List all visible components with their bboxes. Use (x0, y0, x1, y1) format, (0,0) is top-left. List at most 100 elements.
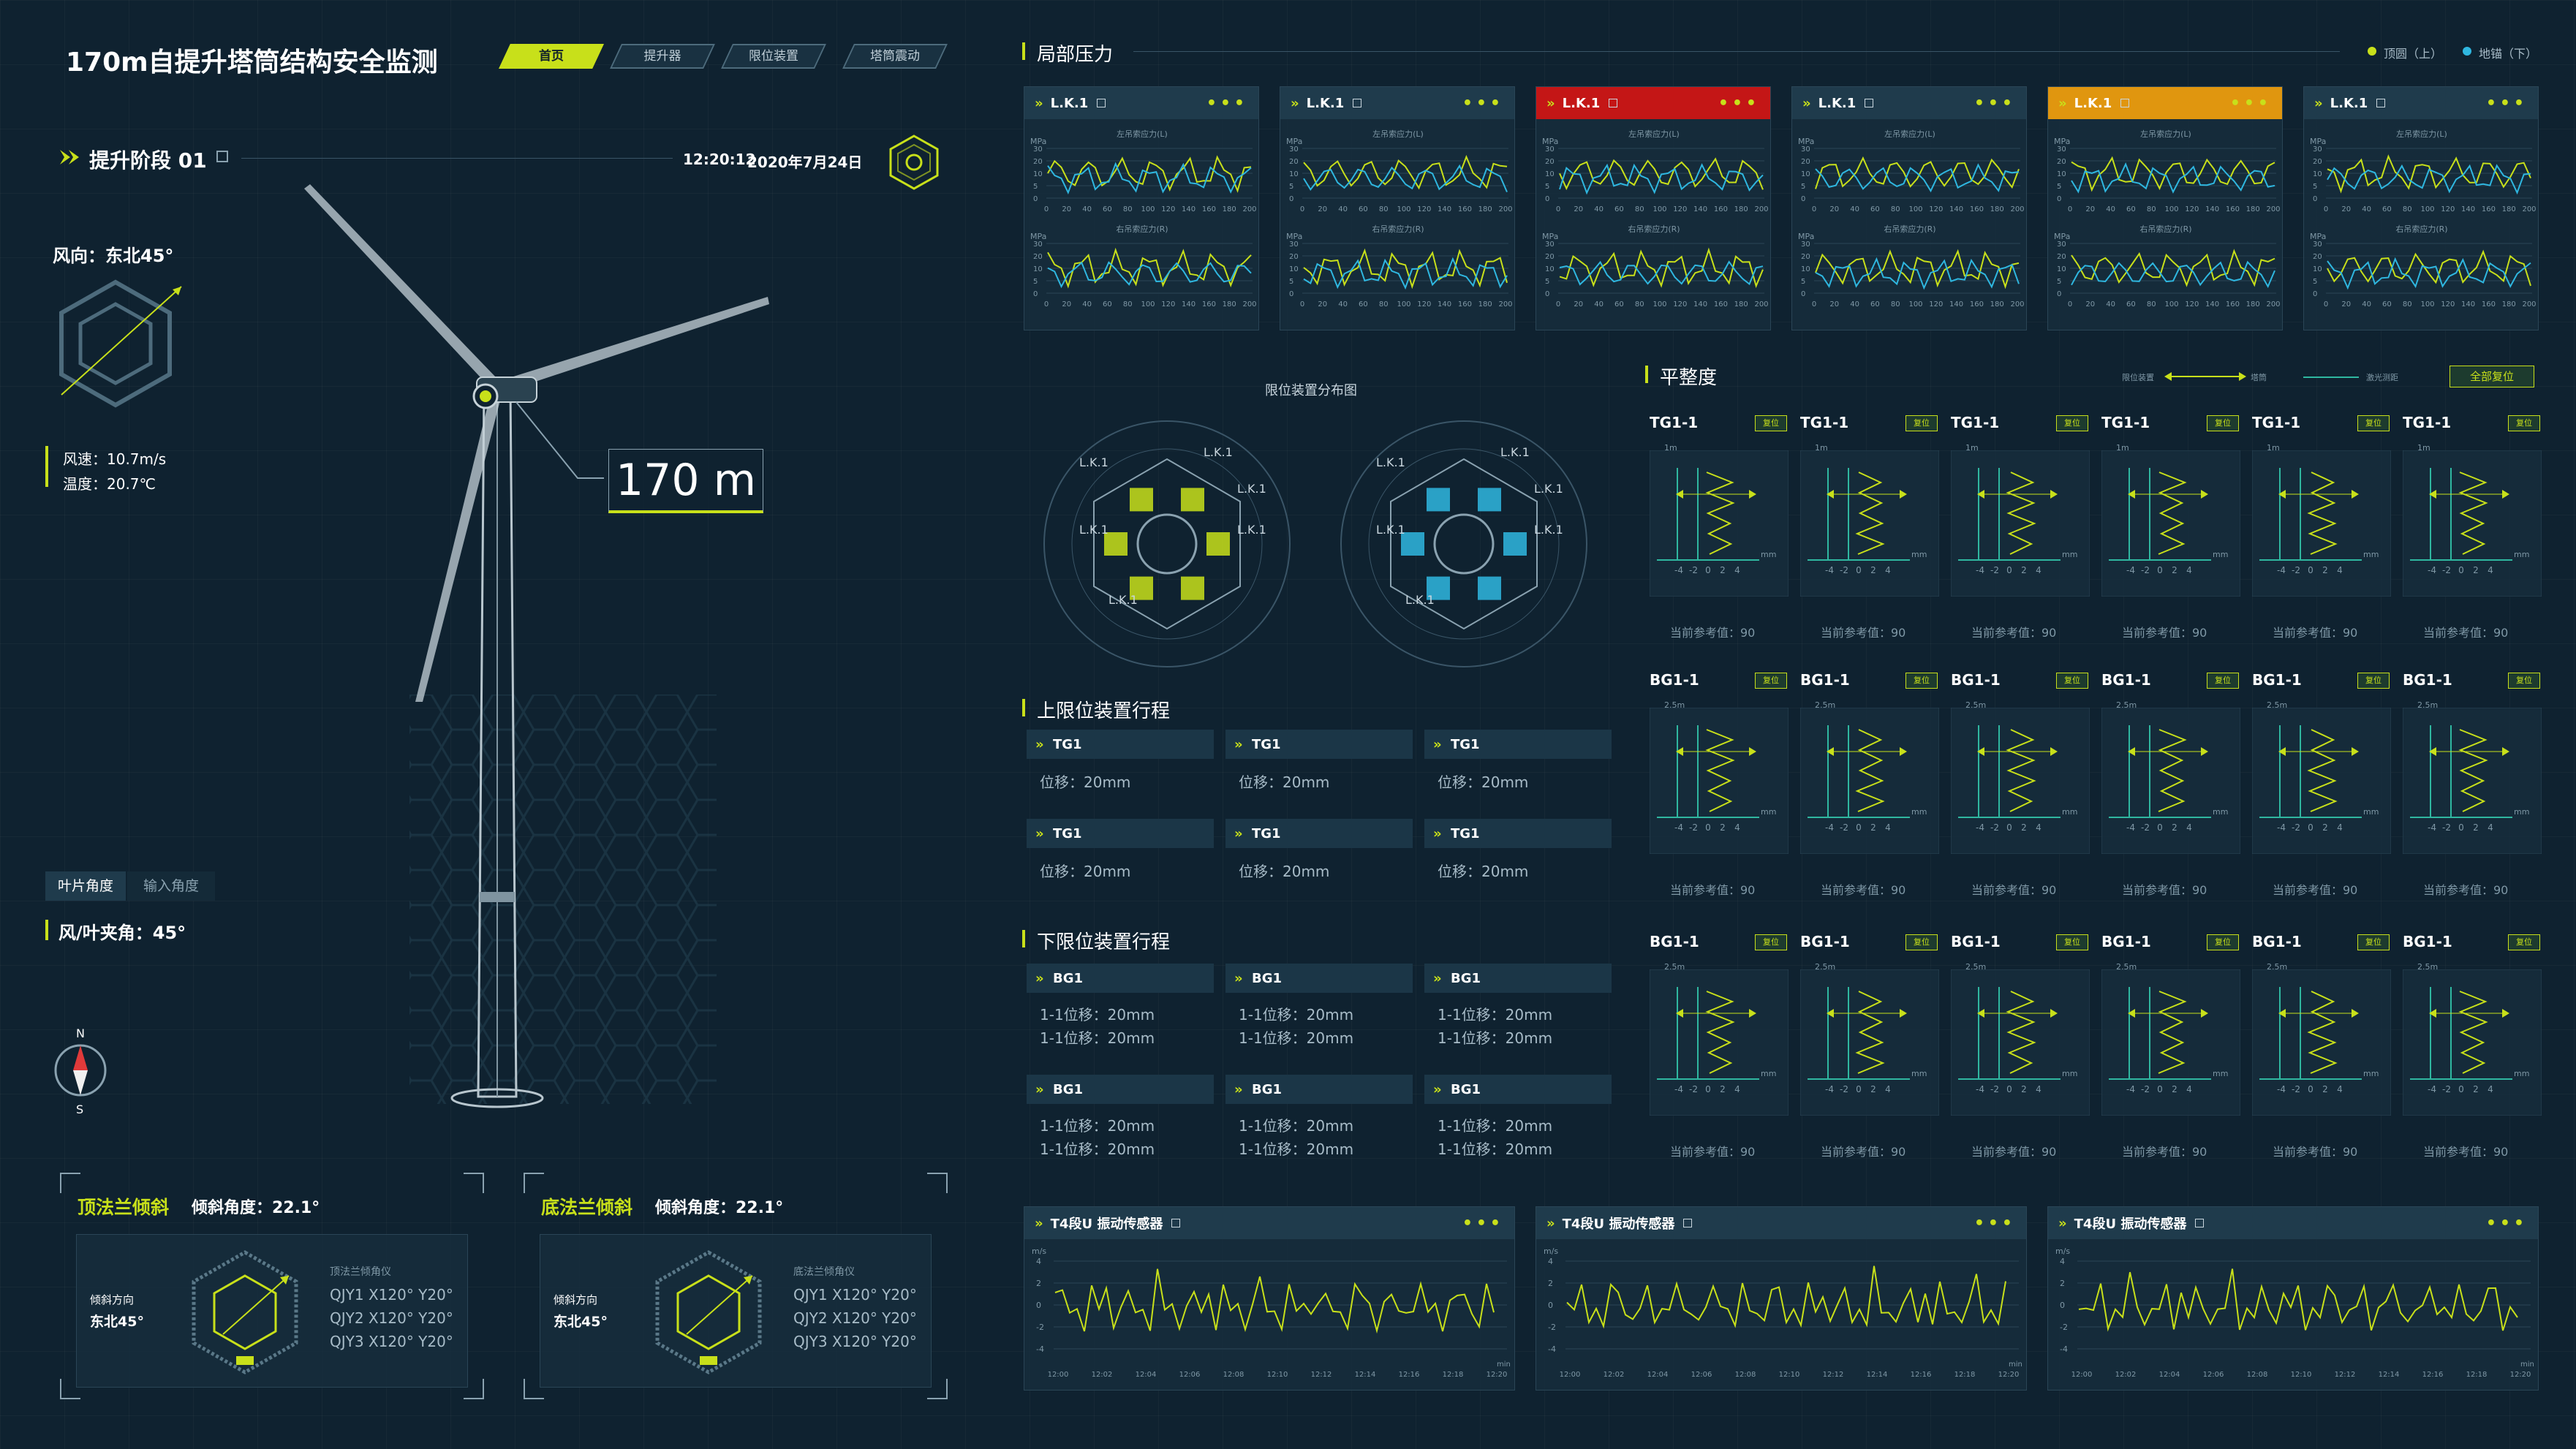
tab-0[interactable]: 首页 (499, 44, 604, 69)
pressure-panel[interactable]: » L.K.1 ••• 左吊索应力(L) MPa 30 20 10 5 0 0 20 40 60 80 100… (2047, 86, 2283, 330)
level-chart[interactable]: mm -4 -2 0 2 4 (1800, 708, 1939, 854)
tab-3[interactable]: 塔筒震动 (842, 44, 948, 69)
pressure-panel[interactable]: » L.K.1 ••• 左吊索应力(L) MPa 30 20 10 5 0 0 20 40 60 80 100… (2303, 86, 2539, 330)
upper-card[interactable]: » TG1 (1424, 730, 1612, 759)
level-chart[interactable]: mm -4 -2 0 2 4 (2101, 969, 2240, 1116)
settings-hex-icon[interactable] (885, 133, 943, 192)
reset-button[interactable]: 复位 (2508, 673, 2540, 689)
info-icon[interactable] (2195, 1219, 2205, 1227)
y-tick: 5 (1545, 183, 1549, 191)
reset-button[interactable]: 复位 (1905, 673, 1938, 689)
reset-button[interactable]: 复位 (1755, 934, 1787, 950)
level-chart[interactable]: mm -4 -2 0 2 4 (2252, 708, 2391, 854)
more-icon[interactable]: ••• (1462, 94, 1504, 113)
level-chart[interactable]: mm -4 -2 0 2 4 (2403, 969, 2542, 1116)
info-icon[interactable] (216, 151, 228, 162)
reset-button[interactable]: 复位 (1755, 415, 1787, 431)
info-icon[interactable] (1353, 99, 1362, 107)
vibration-panel[interactable]: » T4段U 振动传感器 ••• m/s 4 2 0 -2 -4 12:00 12:02 12:04 1… (1536, 1206, 2027, 1391)
pressure-panel[interactable]: » L.K.1 ••• 左吊索应力(L) MPa 30 20 10 5 0 0 20 40 60 80 100… (1536, 86, 1771, 330)
lower-title: 下限位装置行程 (1037, 931, 1171, 953)
lower-card[interactable]: » BG1 (1027, 964, 1214, 993)
x-tick: 80 (1635, 205, 1644, 213)
vibration-panel[interactable]: » T4段U 振动传感器 ••• m/s 4 2 0 -2 -4 12:00 12:02 12:04 1… (2047, 1206, 2539, 1391)
more-icon[interactable]: ••• (2485, 1214, 2528, 1233)
limit-layout-diagram[interactable]: L.K.1 L.K.1 L.K.1 L.K.1 L.K.1 L.K.1 (1332, 420, 1595, 668)
level-chart[interactable]: mm -4 -2 0 2 4 (1800, 450, 1939, 597)
x-tick: 140 (2461, 300, 2475, 309)
upper-card[interactable]: » TG1 (1225, 730, 1413, 759)
more-icon[interactable]: ••• (1973, 94, 2016, 113)
reset-button[interactable]: 复位 (2207, 673, 2239, 689)
vibration-panel[interactable]: » T4段U 振动传感器 ••• m/s 4 2 0 -2 -4 12:00 12:02 12:04 1… (1024, 1206, 1515, 1391)
more-icon[interactable]: ••• (2485, 94, 2528, 113)
reset-button[interactable]: 复位 (2056, 934, 2088, 950)
lower-card[interactable]: » BG1 (1424, 964, 1612, 993)
reset-button[interactable]: 复位 (2508, 415, 2540, 431)
upper-card[interactable]: » TG1 (1225, 819, 1413, 848)
level-chart[interactable]: mm -4 -2 0 2 4 (1650, 969, 1789, 1116)
info-icon[interactable] (2120, 99, 2130, 107)
chevron-right-icon: » (2314, 95, 2323, 111)
level-chart[interactable]: mm -4 -2 0 2 4 (2101, 708, 2240, 854)
lower-card[interactable]: » BG1 (1424, 1075, 1612, 1104)
more-icon[interactable]: ••• (2229, 94, 2272, 113)
level-chart[interactable]: mm -4 -2 0 2 4 (1951, 450, 2090, 597)
upper-card[interactable]: » TG1 (1027, 819, 1214, 848)
info-icon[interactable] (1865, 99, 1874, 107)
pressure-panel[interactable]: » L.K.1 ••• 左吊索应力(L) MPa 30 20 10 5 0 0 20 40 60 80 100… (1791, 86, 2027, 330)
level-chart[interactable]: mm -4 -2 0 2 4 (2252, 969, 2391, 1116)
level-chart[interactable]: mm -4 -2 0 2 4 (1951, 708, 2090, 854)
reset-button[interactable]: 复位 (1905, 934, 1938, 950)
lower-card[interactable]: » BG1 (1027, 1075, 1214, 1104)
reset-button[interactable]: 复位 (2357, 934, 2390, 950)
lower-card[interactable]: » BG1 (1225, 964, 1413, 993)
vibration-chart: 4 2 0 -2 -4 12:00 12:02 12:04 12:06 12:08 12:10 12:… (1548, 1257, 2022, 1379)
info-icon[interactable] (1171, 1219, 1181, 1227)
x-tick: -4 (2126, 1084, 2135, 1094)
level-chart[interactable]: mm -4 -2 0 2 4 (2403, 708, 2542, 854)
reset-button[interactable]: 复位 (2508, 934, 2540, 950)
lower-card[interactable]: » BG1 (1225, 1075, 1413, 1104)
y-tick: 20 (1033, 158, 1043, 166)
tab-1[interactable]: 提升器 (610, 44, 715, 69)
reset-button[interactable]: 复位 (2357, 673, 2390, 689)
info-icon[interactable] (1097, 99, 1106, 107)
upper-card[interactable]: » TG1 (1424, 819, 1612, 848)
more-icon[interactable]: ••• (1206, 94, 1248, 113)
tab-2[interactable]: 限位装置 (721, 44, 826, 69)
info-icon[interactable] (1683, 1219, 1693, 1227)
level-chart[interactable]: mm -4 -2 0 2 4 (2403, 450, 2542, 597)
node-label: L.K.1 (1079, 523, 1108, 537)
x-tick: -2 (2141, 822, 2150, 833)
reset-button[interactable]: 复位 (2056, 673, 2088, 689)
more-icon[interactable]: ••• (1973, 1214, 2016, 1233)
upper-card[interactable]: » TG1 (1027, 730, 1214, 759)
tab-blade-angle[interactable]: 叶片角度 (45, 871, 126, 901)
level-chart[interactable]: mm -4 -2 0 2 4 (1650, 708, 1789, 854)
pressure-panel[interactable]: » L.K.1 ••• 左吊索应力(L) MPa 30 20 10 5 0 0 20 40 60 80 100… (1024, 86, 1259, 330)
level-chart[interactable]: mm -4 -2 0 2 4 (1650, 450, 1789, 597)
reset-button[interactable]: 复位 (2207, 415, 2239, 431)
reset-all-button[interactable]: 全部复位 (2450, 366, 2534, 387)
more-icon[interactable]: ••• (1462, 1214, 1504, 1233)
level-chart[interactable]: mm -4 -2 0 2 4 (2252, 450, 2391, 597)
reset-button[interactable]: 复位 (2056, 415, 2088, 431)
y-tick: 5 (1033, 278, 1038, 286)
reset-button[interactable]: 复位 (1905, 415, 1938, 431)
info-icon[interactable] (1609, 99, 1618, 107)
reset-button[interactable]: 复位 (2357, 415, 2390, 431)
reset-button[interactable]: 复位 (2207, 934, 2239, 950)
pressure-panel[interactable]: » L.K.1 ••• 左吊索应力(L) MPa 30 20 10 5 0 0 20 40 60 80 100… (1280, 86, 1515, 330)
limit-layout-diagram[interactable]: L.K.1 L.K.1 L.K.1 L.K.1 L.K.1 L.K.1 (1035, 420, 1299, 668)
accent-bar (45, 446, 48, 487)
info-icon[interactable] (2376, 99, 2386, 107)
x-tick: 180 (2502, 300, 2516, 309)
reset-button[interactable]: 复位 (1755, 673, 1787, 689)
level-chart[interactable]: mm -4 -2 0 2 4 (1800, 969, 1939, 1116)
level-chart[interactable]: mm -4 -2 0 2 4 (1951, 969, 2090, 1116)
direction-label: 倾斜方向 (554, 1293, 598, 1306)
level-chart[interactable]: mm -4 -2 0 2 4 (2101, 450, 2240, 597)
tab-input-angle[interactable]: 输入角度 (127, 871, 215, 901)
more-icon[interactable]: ••• (1718, 94, 1760, 113)
